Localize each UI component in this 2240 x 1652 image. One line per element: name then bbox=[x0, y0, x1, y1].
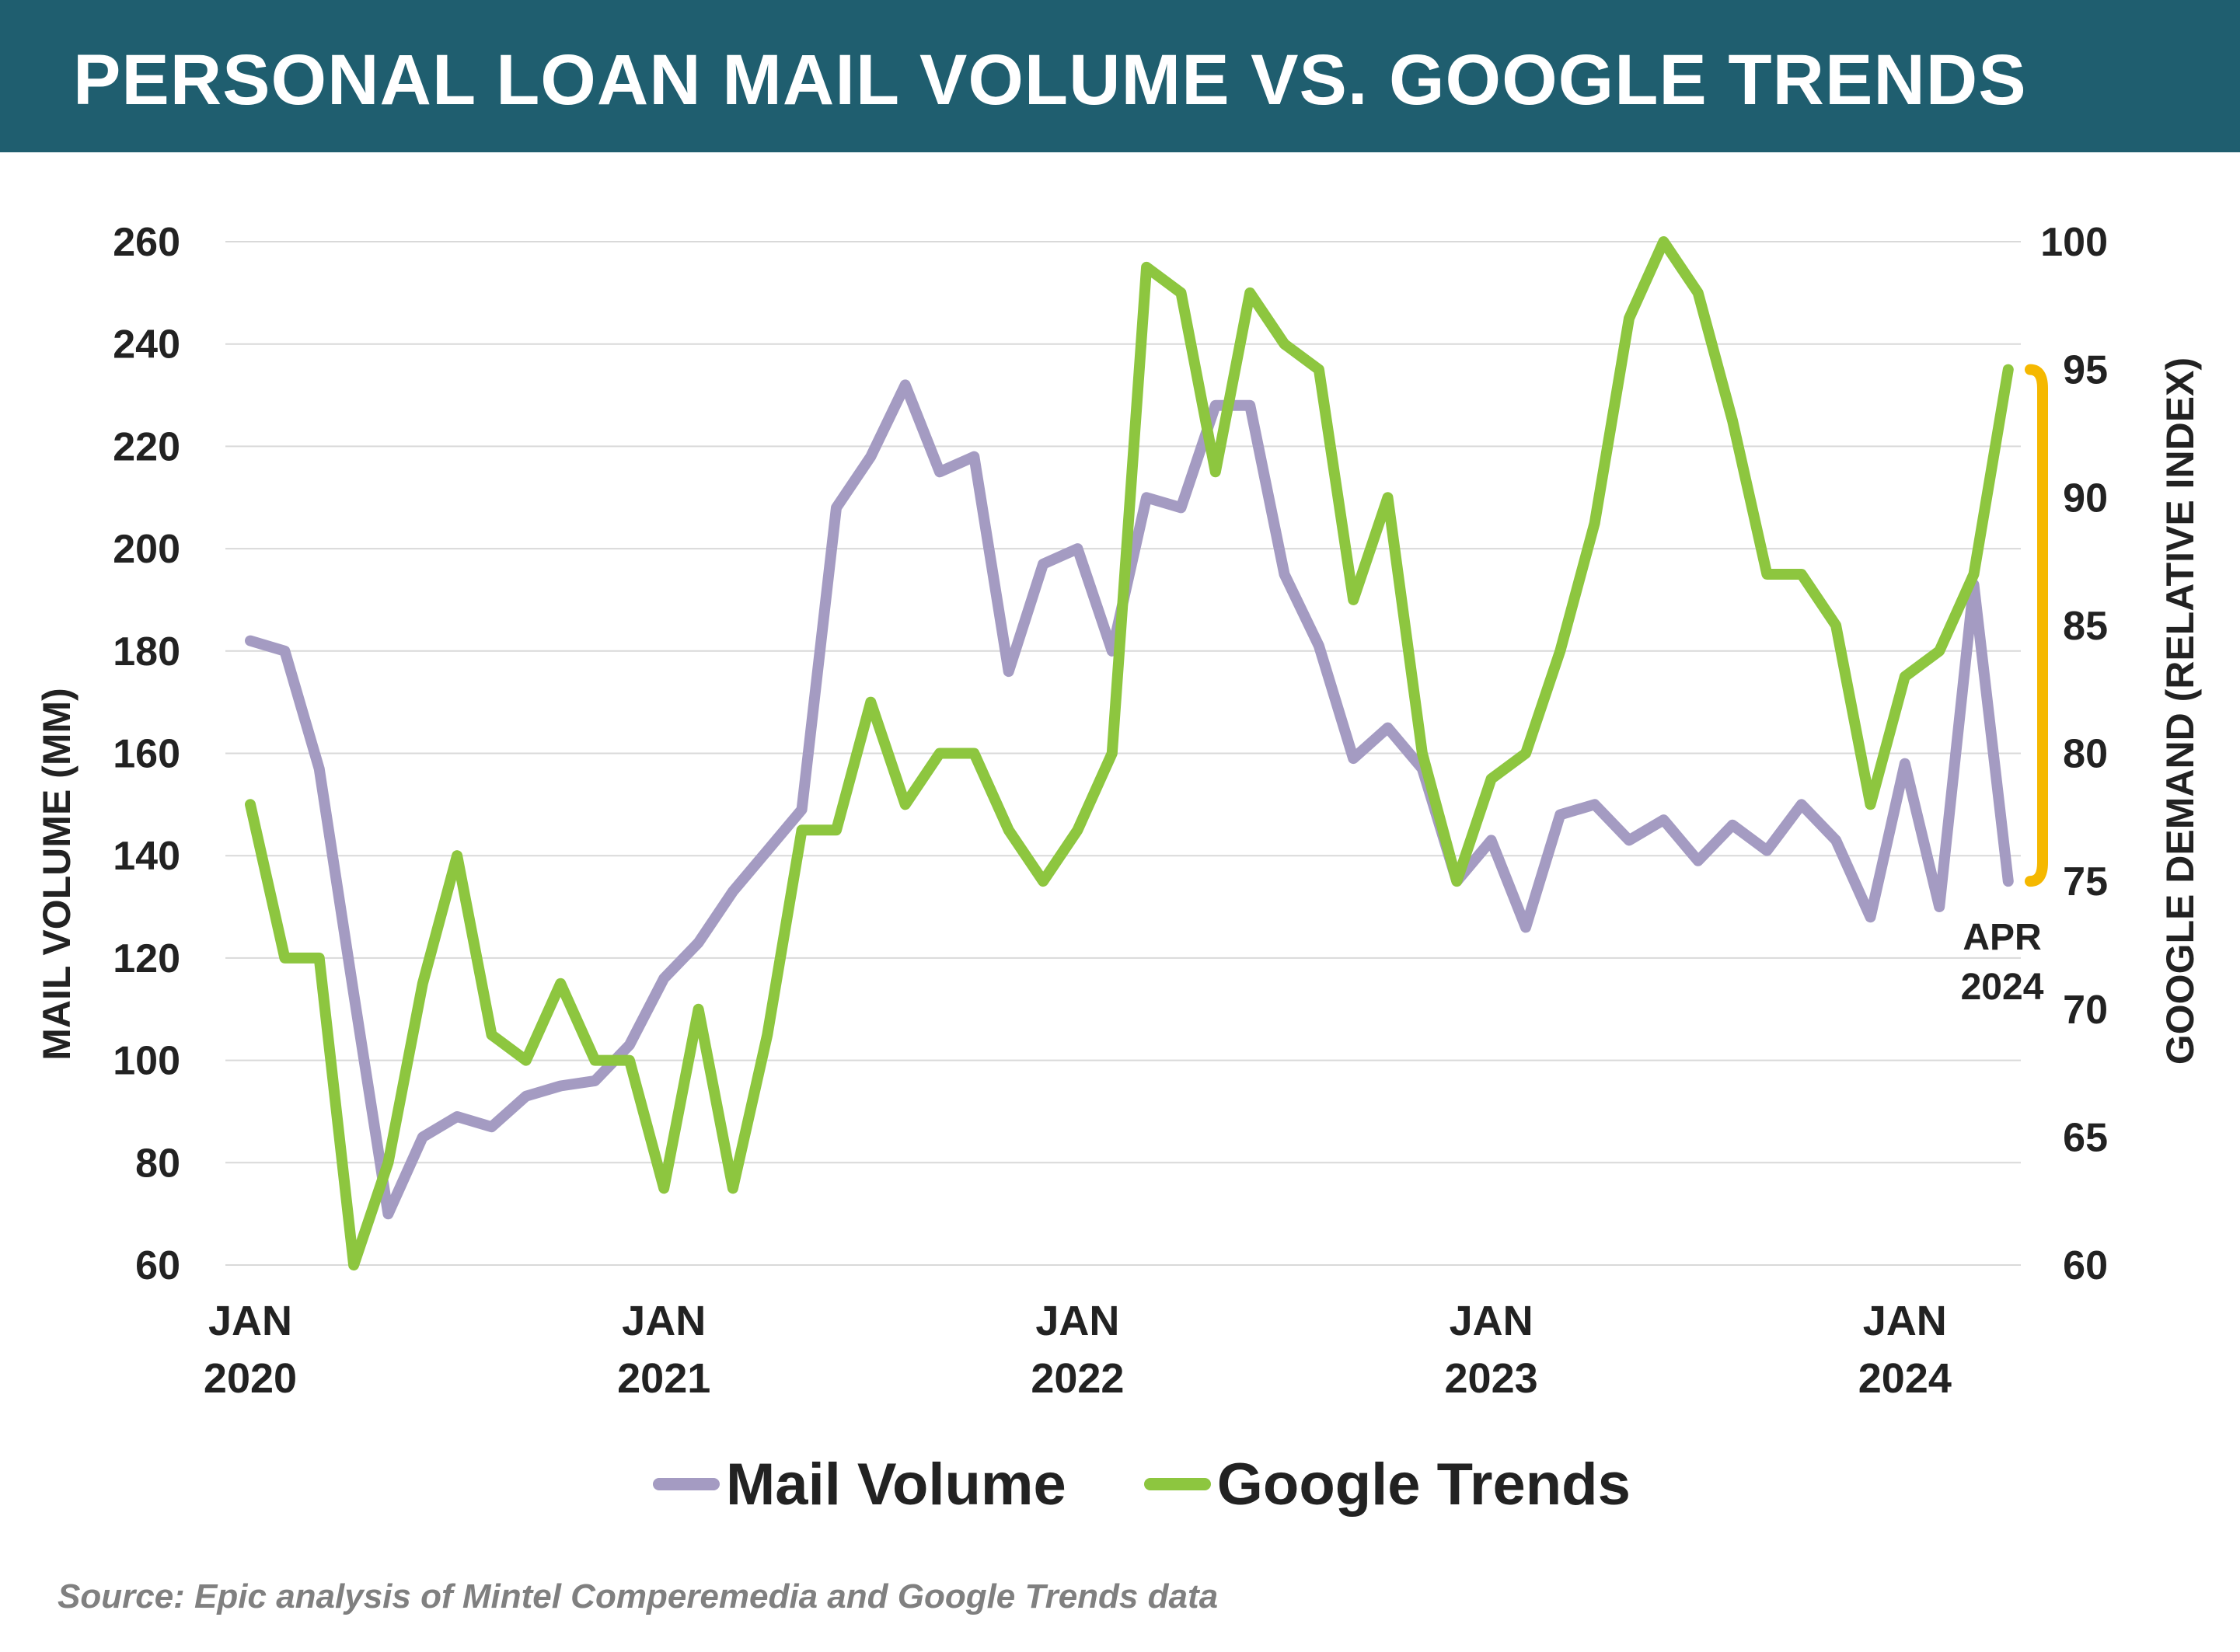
left-tick-label: 120 bbox=[113, 936, 180, 981]
right-tick-label: 95 bbox=[2063, 348, 2108, 393]
x-tick-year: 2022 bbox=[1031, 1355, 1124, 1402]
x-tick-month: JAN bbox=[1035, 1298, 1119, 1344]
right-tick-label: 85 bbox=[2063, 604, 2108, 649]
annotation-month: APR bbox=[1963, 917, 2041, 958]
left-axis-title: MAIL VOLUME (MM) bbox=[35, 688, 79, 1061]
right-tick-label: 75 bbox=[2063, 859, 2108, 904]
chart-title: PERSONAL LOAN MAIL VOLUME VS. GOOGLE TRE… bbox=[73, 40, 2027, 120]
google-trends-line bbox=[245, 236, 2014, 1270]
right-tick-label: 100 bbox=[2040, 220, 2108, 265]
right-tick-label: 70 bbox=[2063, 988, 2108, 1033]
legend-item-mail-volume: Mail Volume bbox=[653, 1451, 1066, 1518]
left-tick-label: 160 bbox=[113, 732, 180, 777]
x-tick-month: JAN bbox=[1450, 1298, 1533, 1344]
series-lines bbox=[245, 236, 2014, 1270]
legend: Mail Volume Google Trends bbox=[653, 1445, 1708, 1523]
left-tick-label: 140 bbox=[113, 834, 180, 879]
left-tick-label: 200 bbox=[113, 527, 180, 572]
source-note: Source: Epic analysis of Mintel Comperem… bbox=[58, 1577, 1219, 1615]
x-tick-year: 2020 bbox=[204, 1355, 297, 1402]
legend-item-google-trends: Google Trends bbox=[1143, 1451, 1631, 1518]
left-tick-label: 220 bbox=[113, 424, 180, 469]
left-tick-label: 60 bbox=[135, 1243, 180, 1288]
left-tick-label: 100 bbox=[113, 1039, 180, 1084]
x-tick-month: JAN bbox=[622, 1298, 706, 1344]
x-tick-month: JAN bbox=[208, 1298, 292, 1344]
legend-label-mail-volume: Mail Volume bbox=[726, 1451, 1066, 1518]
right-tick-label: 60 bbox=[2063, 1243, 2108, 1288]
legend-label-google-trends: Google Trends bbox=[1216, 1451, 1631, 1518]
right-tick-label: 65 bbox=[2063, 1115, 2108, 1160]
legend-swatch-mail-volume bbox=[653, 1478, 720, 1490]
right-tick-label: 80 bbox=[2063, 732, 2108, 777]
right-tick-label: 90 bbox=[2063, 476, 2108, 521]
title-bar: PERSONAL LOAN MAIL VOLUME VS. GOOGLE TRE… bbox=[0, 0, 2240, 152]
x-tick-month: JAN bbox=[1863, 1298, 1947, 1344]
left-tick-label: 240 bbox=[113, 322, 180, 368]
right-axis-ticks: 60 65 70 75 80 85 90 95 100 bbox=[2040, 220, 2108, 1288]
change-bracket bbox=[2025, 364, 2048, 887]
left-tick-label: 80 bbox=[135, 1141, 180, 1186]
right-axis-title: GOOGLE DEMAND (RELATIVE INDEX) bbox=[2158, 357, 2202, 1065]
x-tick-year: 2023 bbox=[1445, 1355, 1538, 1402]
left-tick-label: 180 bbox=[113, 629, 180, 674]
left-tick-label: 260 bbox=[113, 220, 180, 265]
legend-swatch-google-trends bbox=[1143, 1478, 1211, 1490]
x-tick-year: 2021 bbox=[617, 1355, 710, 1402]
x-axis-ticks: JAN 2020 JAN 2021 JAN 2022 JAN 2023 JAN 2024 bbox=[204, 1298, 1952, 1402]
annotation-year: 2024 bbox=[1961, 967, 2044, 1008]
gridlines bbox=[225, 241, 2021, 1266]
x-tick-year: 2024 bbox=[1858, 1355, 1952, 1402]
left-axis-ticks: 60 80 100 120 140 160 180 200 220 240 260 bbox=[113, 220, 180, 1288]
